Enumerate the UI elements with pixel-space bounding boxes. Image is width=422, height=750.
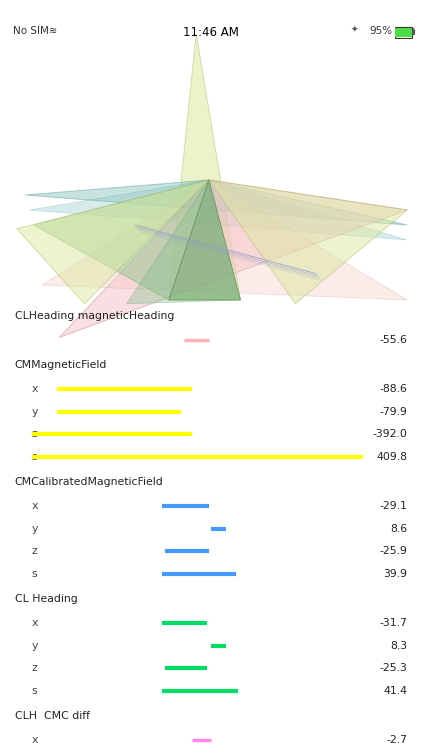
Text: CLH  CMC diff: CLH CMC diff <box>15 710 90 721</box>
Text: -29.1: -29.1 <box>379 501 407 511</box>
Polygon shape <box>127 180 241 304</box>
Polygon shape <box>59 180 407 338</box>
Text: 409.8: 409.8 <box>376 452 407 462</box>
Text: -88.6: -88.6 <box>379 384 407 394</box>
Text: y: y <box>32 524 38 533</box>
Text: -31.7: -31.7 <box>379 618 407 628</box>
Polygon shape <box>169 34 241 300</box>
Text: y: y <box>32 406 38 416</box>
Text: z: z <box>32 664 38 674</box>
Text: x: x <box>32 501 38 511</box>
Text: CMMagneticField: CMMagneticField <box>15 360 107 370</box>
Text: -79.9: -79.9 <box>379 406 407 416</box>
Polygon shape <box>17 180 209 304</box>
Bar <box>395 28 411 37</box>
Text: 11:46 AM: 11:46 AM <box>183 26 239 38</box>
Text: 95%: 95% <box>369 26 392 35</box>
Text: 39.9: 39.9 <box>383 569 407 579</box>
Text: ✦: ✦ <box>350 26 358 34</box>
Text: -2.7: -2.7 <box>386 735 407 745</box>
Polygon shape <box>34 180 209 300</box>
Polygon shape <box>30 180 407 240</box>
Text: z: z <box>32 547 38 556</box>
Text: x: x <box>32 735 38 745</box>
Text: x: x <box>32 618 38 628</box>
Text: s: s <box>32 569 37 579</box>
Text: x: x <box>32 384 38 394</box>
Polygon shape <box>169 180 241 300</box>
Text: -25.3: -25.3 <box>379 664 407 674</box>
Polygon shape <box>42 180 407 300</box>
Text: -25.9: -25.9 <box>379 547 407 556</box>
Text: -55.6: -55.6 <box>379 335 407 345</box>
Bar <box>395 27 412 38</box>
Text: CL Heading: CL Heading <box>15 593 78 604</box>
Text: ⚡: ⚡ <box>410 26 416 34</box>
Polygon shape <box>209 180 407 304</box>
Text: ≋: ≋ <box>49 26 57 35</box>
Text: No SIM: No SIM <box>13 26 49 35</box>
Text: CMCalibratedMagneticField: CMCalibratedMagneticField <box>15 477 163 487</box>
Text: 8.3: 8.3 <box>390 640 407 650</box>
Text: 8.6: 8.6 <box>390 524 407 533</box>
Text: z: z <box>32 430 38 439</box>
Text: 41.4: 41.4 <box>383 686 407 696</box>
Text: s: s <box>32 452 37 462</box>
Text: -392.0: -392.0 <box>372 430 407 439</box>
Text: y: y <box>32 640 38 650</box>
Text: CLHeading magneticHeading: CLHeading magneticHeading <box>15 311 174 321</box>
Bar <box>412 29 415 35</box>
Text: s: s <box>32 686 37 696</box>
Polygon shape <box>25 180 407 225</box>
